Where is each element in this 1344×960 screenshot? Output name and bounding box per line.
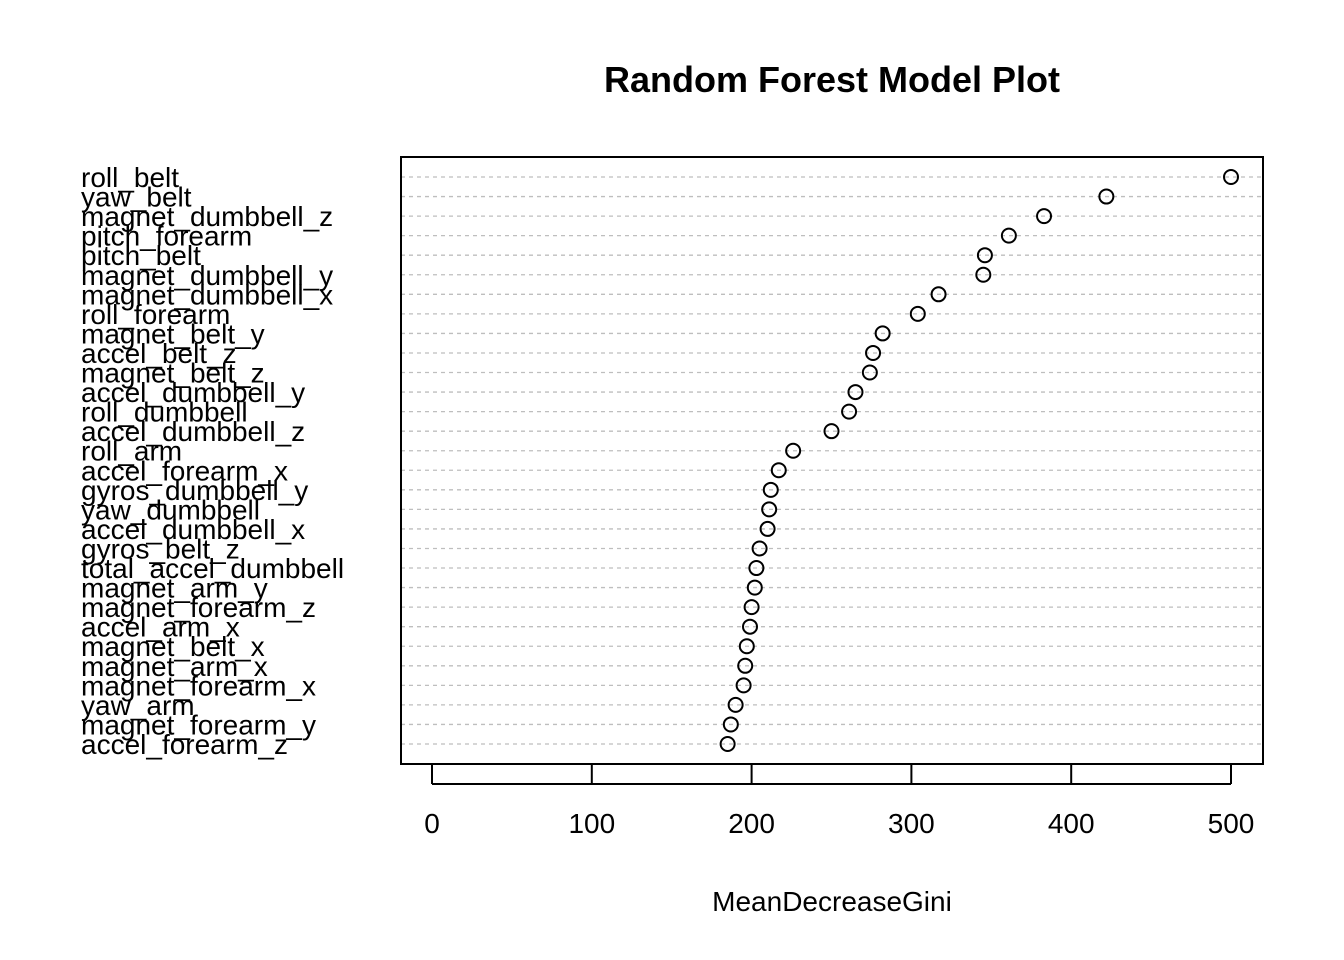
variable-label: magnet_arm_x [81,651,268,682]
data-point [1223,169,1239,185]
variable-label: roll_belt [81,162,179,193]
variable-label: accel_dumbbell_x [81,514,305,545]
data-point [823,423,840,440]
x-tick-label: 400 [1048,808,1095,839]
data-point [1000,227,1017,244]
data-point [738,638,755,655]
data-point [975,266,992,283]
variable-label: roll_dumbbell [81,397,248,428]
data-point [909,305,926,322]
data-point [759,520,776,537]
data-point [1036,208,1053,225]
data-point [841,403,858,420]
x-tick-label: 500 [1208,808,1255,839]
variable-label: roll_forearm [81,299,230,330]
variable-label: accel_forearm_z [81,729,288,760]
data-point [746,579,763,596]
data-point [861,364,878,381]
variable-label: yaw_arm [81,690,195,721]
variable-label: accel_forearm_x [81,455,288,486]
data-point [874,325,891,342]
variable-labels: roll_beltyaw_beltmagnet_dumbbell_zpitch_… [81,162,344,760]
data-point [1098,188,1115,205]
variable-label: magnet_forearm_y [81,709,316,740]
variable-label: accel_belt_z [81,338,237,369]
data-point [976,247,993,264]
variable-label: magnet_belt_z [81,358,265,389]
x-axis: 0 100 200 300 400 500 [424,764,1254,839]
data-point [770,462,787,479]
variable-label: magnet_belt_y [81,318,265,349]
x-tick-label: 300 [888,808,935,839]
data-point [748,560,765,577]
data-point [761,501,778,518]
variable-label: accel_arm_x [81,612,240,643]
data-points [719,169,1239,752]
variable-label: magnet_forearm_z [81,592,316,623]
data-point [743,599,760,616]
variable-label: magnet_forearm_x [81,670,316,701]
variable-label: accel_dumbbell_y [81,377,305,408]
plot-frame [400,156,1264,765]
variable-label: pitch_forearm [81,221,252,252]
variable-label: magnet_arm_y [81,573,268,604]
chart-title: Random Forest Model Plot [604,59,1060,100]
data-point [762,481,779,498]
data-point [737,657,754,674]
x-axis-title: MeanDecreaseGini [712,886,952,917]
x-tick-label: 200 [728,808,775,839]
variable-label: magnet_belt_x [81,631,265,662]
data-point [751,540,768,557]
x-tick-label: 0 [424,808,440,839]
variable-label: roll_arm [81,436,182,467]
variable-label: magnet_dumbbell_y [81,260,333,291]
data-point [785,442,802,459]
variable-label: accel_dumbbell_z [81,416,305,447]
data-point [742,618,759,635]
data-point [735,677,752,694]
data-point [847,384,864,401]
data-point [865,344,882,361]
data-point [719,736,736,752]
variable-label: yaw_dumbbell [81,494,260,525]
variable-label: yaw_belt [81,182,192,213]
variable-label: magnet_dumbbell_x [81,279,333,310]
variable-label: total_accel_dumbbell [81,553,344,584]
variable-label: gyros_belt_z [81,533,240,564]
x-tick-label: 100 [568,808,615,839]
variable-label: gyros_dumbbell_y [81,475,308,506]
variable-label: magnet_dumbbell_z [81,201,333,232]
grid-lines [401,176,1263,745]
data-point [727,696,744,713]
data-point [722,716,739,733]
data-point [930,286,947,303]
variable-label: pitch_belt [81,240,201,271]
